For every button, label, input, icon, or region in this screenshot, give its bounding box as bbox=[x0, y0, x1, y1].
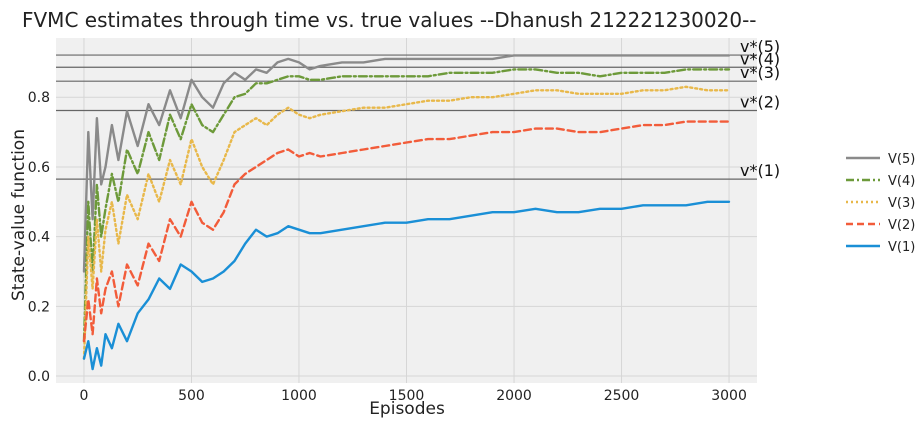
legend-label: V(5) bbox=[888, 152, 915, 167]
grid bbox=[56, 38, 757, 383]
x-tick-label: 2000 bbox=[496, 388, 532, 404]
legend-label: V(2) bbox=[888, 218, 915, 233]
reference-label: v*(4) bbox=[740, 49, 780, 68]
series-lines bbox=[82, 54, 731, 371]
reference-label: v*(5) bbox=[740, 37, 780, 56]
y-tick-label: 0.8 bbox=[28, 90, 50, 106]
series-line-v5 bbox=[82, 54, 731, 273]
series-line-v3 bbox=[82, 85, 731, 360]
series-line-v1 bbox=[82, 200, 731, 371]
chart-title: FVMC estimates through time vs. true val… bbox=[22, 8, 757, 32]
x-tick-label: 2500 bbox=[604, 388, 640, 404]
series-line-v2 bbox=[82, 120, 731, 343]
legend-label: V(1) bbox=[888, 240, 915, 255]
tick-labels: 0 500 1000 1500 2000 2500 3000 0.0 0.2 0.4 0.6 0.8 bbox=[28, 90, 747, 404]
y-tick-label: 0.0 bbox=[28, 369, 50, 385]
legend-label: V(3) bbox=[888, 196, 915, 211]
reference-labels: v*(5)v*(4)v*(3) v*(2) v*(1) bbox=[740, 37, 780, 180]
legend: V(5) V(4) V(3) V(2) V(1) bbox=[846, 152, 915, 255]
legend-label: V(4) bbox=[888, 174, 915, 189]
y-axis-title: State-value function bbox=[9, 129, 29, 301]
reference-label: v*(1) bbox=[740, 161, 780, 180]
series-line-v4 bbox=[82, 68, 731, 343]
x-tick-label: 500 bbox=[178, 388, 205, 404]
x-tick-label: 1500 bbox=[389, 388, 425, 404]
reference-label: v*(3) bbox=[740, 63, 780, 82]
x-tick-label: 1000 bbox=[281, 388, 317, 404]
y-tick-label: 0.6 bbox=[28, 160, 50, 176]
reference-label: v*(2) bbox=[740, 92, 780, 111]
x-tick-label: 0 bbox=[79, 388, 88, 404]
x-tick-label: 3000 bbox=[711, 388, 747, 404]
x-axis-title: Episodes bbox=[369, 399, 445, 419]
y-tick-label: 0.2 bbox=[28, 299, 50, 315]
y-tick-label: 0.4 bbox=[28, 230, 50, 246]
